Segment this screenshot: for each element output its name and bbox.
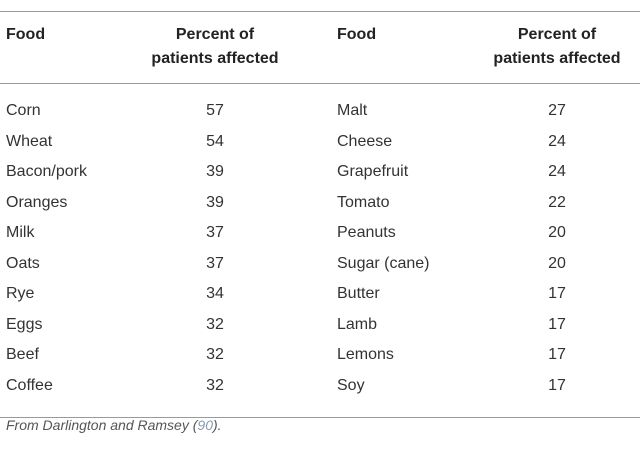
cell-food-left: Coffee (6, 376, 53, 394)
table-row: Coffee 32 Soy 17 (0, 375, 640, 406)
food-sensitivity-table: Food Percent of patients affected Food P… (0, 11, 640, 418)
table-bottom-rule (0, 417, 640, 418)
cell-percent-right: 20 (548, 254, 566, 272)
cell-percent-left: 32 (206, 376, 224, 394)
cell-percent-right: 27 (548, 102, 566, 119)
table-row: Beef 32 Lemons 17 (0, 344, 640, 375)
cell-percent-left: 34 (206, 285, 224, 302)
table-row: Milk 37 Peanuts 20 (0, 222, 640, 253)
table-footnote: From Darlington and Ramsey (90). (6, 417, 222, 433)
header-percent-right: Percent of patients affected (481, 23, 633, 71)
table-body: Corn 57 Malt 27 Wheat 54 Cheese 24 Bacon… (0, 84, 640, 417)
footnote-reference-link[interactable]: 90 (197, 417, 213, 433)
header-percent-left-line1: Percent of (175, 26, 255, 43)
cell-percent-left: 54 (206, 132, 224, 150)
cell-food-left: Rye (6, 285, 35, 302)
cell-percent-left: 39 (206, 163, 224, 180)
cell-percent-right: 17 (548, 376, 566, 394)
cell-food-left: Beef (6, 346, 39, 363)
cell-percent-left: 32 (206, 346, 224, 363)
cell-food-left: Milk (6, 224, 35, 241)
header-percent-left-line2: patients affected (151, 50, 279, 67)
cell-food-left: Eggs (6, 315, 43, 333)
cell-food-right: Malt (337, 102, 368, 119)
cell-percent-left: 57 (206, 102, 224, 119)
cell-food-left: Oranges (6, 193, 68, 211)
cell-food-right: Peanuts (337, 224, 396, 241)
table-row: Rye 34 Butter 17 (0, 283, 640, 314)
cell-percent-left: 32 (206, 315, 224, 333)
table-row: Bacon/pork 39 Grapefruit 24 (0, 161, 640, 192)
header-bottom-rule (0, 83, 640, 84)
cell-food-right: Soy (337, 376, 365, 394)
cell-percent-right: 17 (548, 285, 566, 302)
cell-food-left: Oats (6, 254, 40, 272)
table-row: Eggs 32 Lamb 17 (0, 314, 640, 345)
cell-percent-left: 37 (206, 224, 224, 241)
cell-food-right: Lemons (337, 346, 394, 363)
cell-percent-left: 37 (206, 254, 224, 272)
cell-percent-right: 24 (548, 132, 566, 150)
cell-food-right: Sugar (cane) (337, 254, 430, 272)
header-food-left: Food (6, 26, 46, 43)
table-row: Wheat 54 Cheese 24 (0, 131, 640, 162)
table-row: Oranges 39 Tomato 22 (0, 192, 640, 223)
cell-percent-right: 22 (548, 193, 566, 211)
cell-percent-left: 39 (206, 193, 224, 211)
table-row: Oats 37 Sugar (cane) 20 (0, 253, 640, 284)
cell-percent-right: 17 (548, 315, 566, 333)
cell-food-left: Wheat (6, 132, 53, 150)
cell-food-right: Cheese (337, 132, 393, 150)
footnote-prefix: From Darlington and Ramsey ( (6, 417, 198, 433)
cell-percent-right: 17 (548, 346, 566, 363)
header-percent-right-line2: patients affected (493, 50, 621, 67)
footnote-suffix: ). (212, 417, 222, 433)
cell-food-right: Butter (337, 285, 380, 302)
header-food-right: Food (337, 26, 377, 43)
cell-percent-right: 24 (548, 163, 566, 180)
cell-food-right: Grapefruit (337, 163, 409, 180)
cell-food-left: Corn (6, 102, 41, 119)
table-header: Food Percent of patients affected Food P… (0, 12, 640, 83)
header-percent-left: Percent of patients affected (140, 23, 290, 71)
cell-food-left: Bacon/pork (6, 163, 87, 180)
cell-percent-right: 20 (548, 224, 566, 241)
cell-food-right: Lamb (337, 315, 378, 333)
table-row: Corn 57 Malt 27 (0, 100, 640, 131)
cell-food-right: Tomato (337, 193, 390, 211)
table-top-rule (0, 11, 640, 12)
header-percent-right-line1: Percent of (517, 26, 597, 43)
